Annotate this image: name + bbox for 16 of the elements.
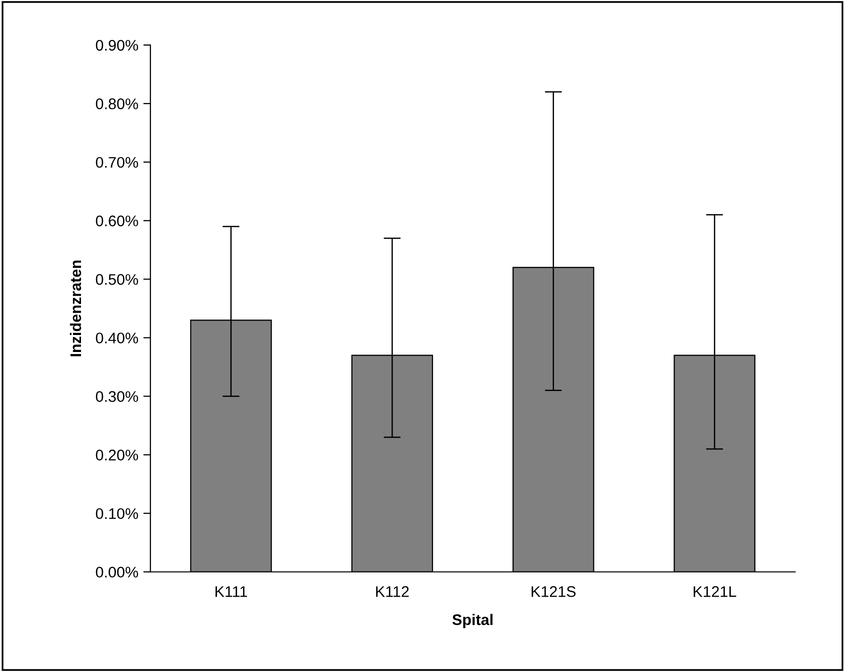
y-tick-label: 0.60% — [96, 216, 138, 226]
y-tick-label: 0.00% — [96, 566, 138, 578]
y-tick-label: 0.50% — [96, 274, 138, 285]
y-tick-label: 0.40% — [96, 332, 138, 344]
y-tick-label: 0.80% — [96, 98, 138, 110]
y-axis-title: Inzidenzraten — [70, 260, 82, 356]
y-tick-label: 0.70% — [96, 156, 138, 168]
x-tick-label: K121L — [694, 586, 736, 597]
x-axis-title: Spital — [452, 614, 492, 628]
y-tick-label: 0.20% — [96, 450, 138, 460]
y-tick-label: 0.90% — [96, 40, 138, 51]
x-tick-label: K121S — [532, 586, 576, 597]
y-tick-label: 0.30% — [96, 391, 138, 402]
x-tick-label: K112 — [376, 586, 409, 597]
y-tick-label: 0.10% — [96, 508, 138, 520]
x-tick-label: K111 — [216, 586, 247, 597]
